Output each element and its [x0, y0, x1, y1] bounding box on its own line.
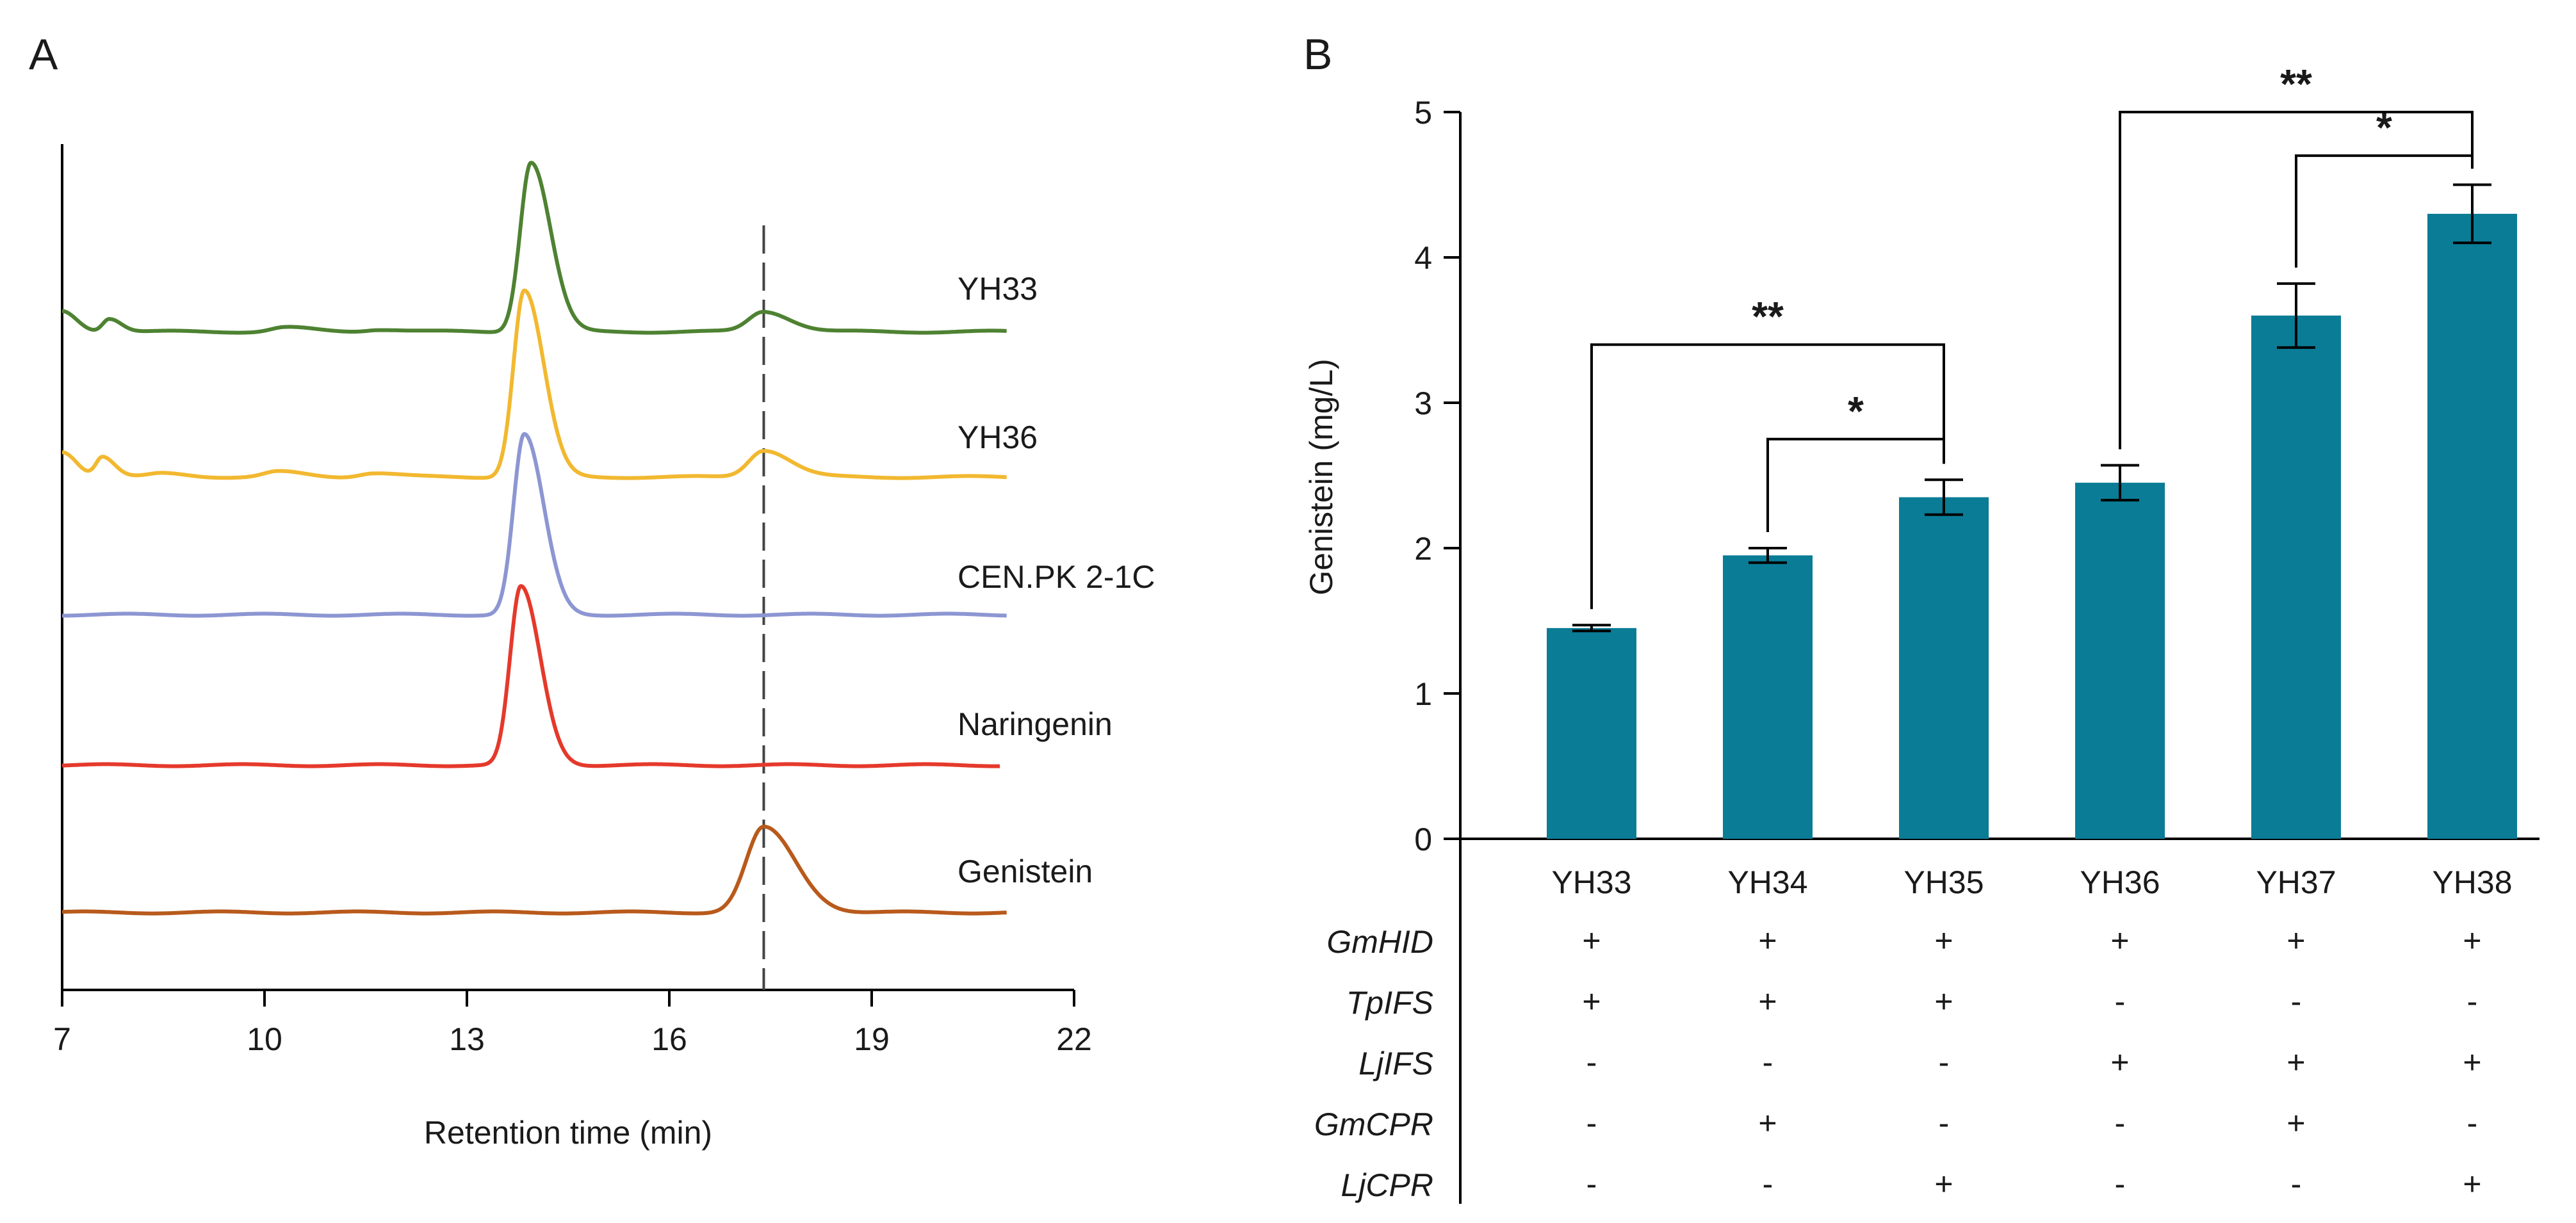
genotype-sign: - [2115, 1166, 2126, 1202]
chromatogram-x-axis-title: Retention time (min) [424, 1115, 712, 1151]
genotype-sign: + [2463, 923, 2481, 959]
error-bar-yh35 [1925, 478, 1963, 516]
significance-label: * [1848, 388, 1864, 434]
bars [1547, 213, 2517, 839]
genotype-sign: + [2110, 1044, 2129, 1080]
genotype-gene-label: TpIFS [1346, 985, 1433, 1021]
bar-y-tick-label: 0 [1414, 822, 1432, 857]
genotype-sign: - [1939, 1105, 1950, 1141]
genotype-sign: + [1934, 984, 1953, 1019]
chromatogram-x-tick-label: 13 [449, 1021, 485, 1057]
bar-yh36 [2075, 482, 2165, 839]
bar-x-tick-label: YH38 [2432, 864, 2512, 900]
genotype-sign: + [1582, 923, 1601, 959]
bar-x-tick-label: YH36 [2080, 864, 2160, 900]
bar-yh33 [1547, 628, 1636, 839]
error-bar-yh38 [2453, 183, 2491, 245]
chromatogram-traces: YH33 YH36 CEN.PK 2-1C Naringenin Genistein [61, 161, 1155, 916]
genotype-sign: - [2291, 1166, 2302, 1202]
chromatogram-x-tick-label: 22 [1056, 1021, 1092, 1057]
error-bar-yh37 [2277, 282, 2315, 349]
bar-x-tick-label: YH37 [2256, 864, 2336, 900]
genotype-sign: - [1763, 1044, 1773, 1080]
bar-x-tick-labels: YH33 YH34 YH35 YH36 YH37 YH38 [1551, 864, 2512, 900]
bar-y-tick-label: 1 [1414, 676, 1432, 712]
bar-yh38 [2427, 213, 2517, 839]
error-bar-yh34 [1749, 547, 1787, 564]
bar-y-tick-label: 5 [1414, 95, 1432, 131]
genotype-gene-label: LjCPR [1341, 1167, 1433, 1203]
panel-a-label: A [29, 30, 58, 79]
significance-brackets: ****** [1590, 61, 2474, 610]
genotype-sign: + [2463, 1166, 2481, 1202]
genotype-sign: + [2287, 1044, 2305, 1080]
genotype-sign: + [1758, 923, 1777, 959]
genotype-sign: - [1586, 1166, 1597, 1202]
genotype-sign: + [2287, 1105, 2305, 1141]
bar-y-axis-title: Genistein (mg/L) [1303, 359, 1339, 595]
significance-bracket [2295, 154, 2474, 268]
genotype-table: GmHID + + + + + + TpIFS + + + - - - LjIFS - - - + + + GmCPR - +… [1314, 923, 2482, 1203]
genotype-sign: - [1939, 1044, 1950, 1080]
genotype-sign: + [1934, 923, 1953, 959]
genotype-sign: + [1758, 1105, 1777, 1141]
significance-bracket [1766, 437, 1945, 532]
genotype-gene-label: LjIFS [1358, 1046, 1433, 1081]
genotype-sign: + [1582, 984, 1601, 1019]
genotype-sign: - [1763, 1166, 1773, 1202]
trace-label: YH36 [958, 419, 1038, 455]
chromatogram-x-tick-label: 10 [247, 1021, 282, 1057]
genotype-sign: - [2467, 1105, 2478, 1141]
bar-x-tick-label: YH33 [1551, 864, 1631, 900]
bar-y-tick-label: 2 [1414, 531, 1432, 567]
genotype-sign: - [2115, 984, 2126, 1019]
chromatogram-x-tick-label: 19 [854, 1021, 890, 1057]
panel-a: A 7 10 13 16 19 22 YH33 YH36 CEN.PK 2-1C Naringe… [29, 30, 1155, 1151]
genotype-sign: + [2463, 1044, 2481, 1080]
genotype-sign: - [1586, 1105, 1597, 1141]
bar-y-tick-label: 3 [1414, 385, 1432, 421]
trace-yh33 [61, 161, 1008, 335]
trace-naringenin [61, 584, 1002, 768]
genotype-sign: - [2291, 984, 2302, 1019]
bar-yh34 [1723, 555, 1813, 839]
genotype-gene-label: GmCPR [1314, 1106, 1433, 1142]
error-bar-yh36 [2101, 464, 2139, 502]
bar-yh35 [1899, 497, 1989, 839]
panel-b-label: B [1303, 30, 1332, 79]
bar-x-tick-label: YH35 [1903, 864, 1984, 900]
significance-label: ** [1752, 293, 1784, 339]
error-bar-yh33 [1572, 624, 1611, 633]
genotype-sign: + [1934, 1166, 1953, 1202]
trace-genistein [61, 824, 1008, 916]
error-bars [1572, 183, 2491, 633]
trace-label: Genistein [958, 854, 1093, 889]
genotype-sign: - [2115, 1105, 2126, 1141]
bar-yh37 [2251, 315, 2341, 839]
bar-y-ticks: 0 1 2 3 4 5 [1414, 95, 1460, 857]
significance-label: ** [2280, 61, 2312, 107]
genotype-sign: + [2110, 923, 2129, 959]
chromatogram-x-tick-label: 16 [651, 1021, 687, 1057]
trace-label: CEN.PK 2-1C [958, 559, 1155, 595]
trace-label: YH33 [958, 271, 1038, 307]
chromatogram-x-tick-label: 7 [53, 1021, 71, 1057]
trace-cen-pk-2-1c [61, 432, 1008, 618]
bar-y-tick-label: 4 [1414, 240, 1432, 276]
genotype-sign: + [2287, 923, 2305, 959]
significance-bracket [2119, 111, 2474, 450]
genotype-gene-label: GmHID [1326, 924, 1433, 960]
genotype-sign: - [2467, 984, 2478, 1019]
significance-bracket [1590, 343, 1945, 610]
genotype-sign: + [1758, 984, 1777, 1019]
bar-x-tick-label: YH34 [1727, 864, 1807, 900]
trace-label: Naringenin [958, 706, 1113, 742]
chromatogram-x-ticks: 7 10 13 16 19 22 [53, 990, 1092, 1057]
genotype-sign: - [1586, 1044, 1597, 1080]
significance-label: * [2376, 104, 2392, 150]
trace-yh36 [61, 288, 1008, 480]
